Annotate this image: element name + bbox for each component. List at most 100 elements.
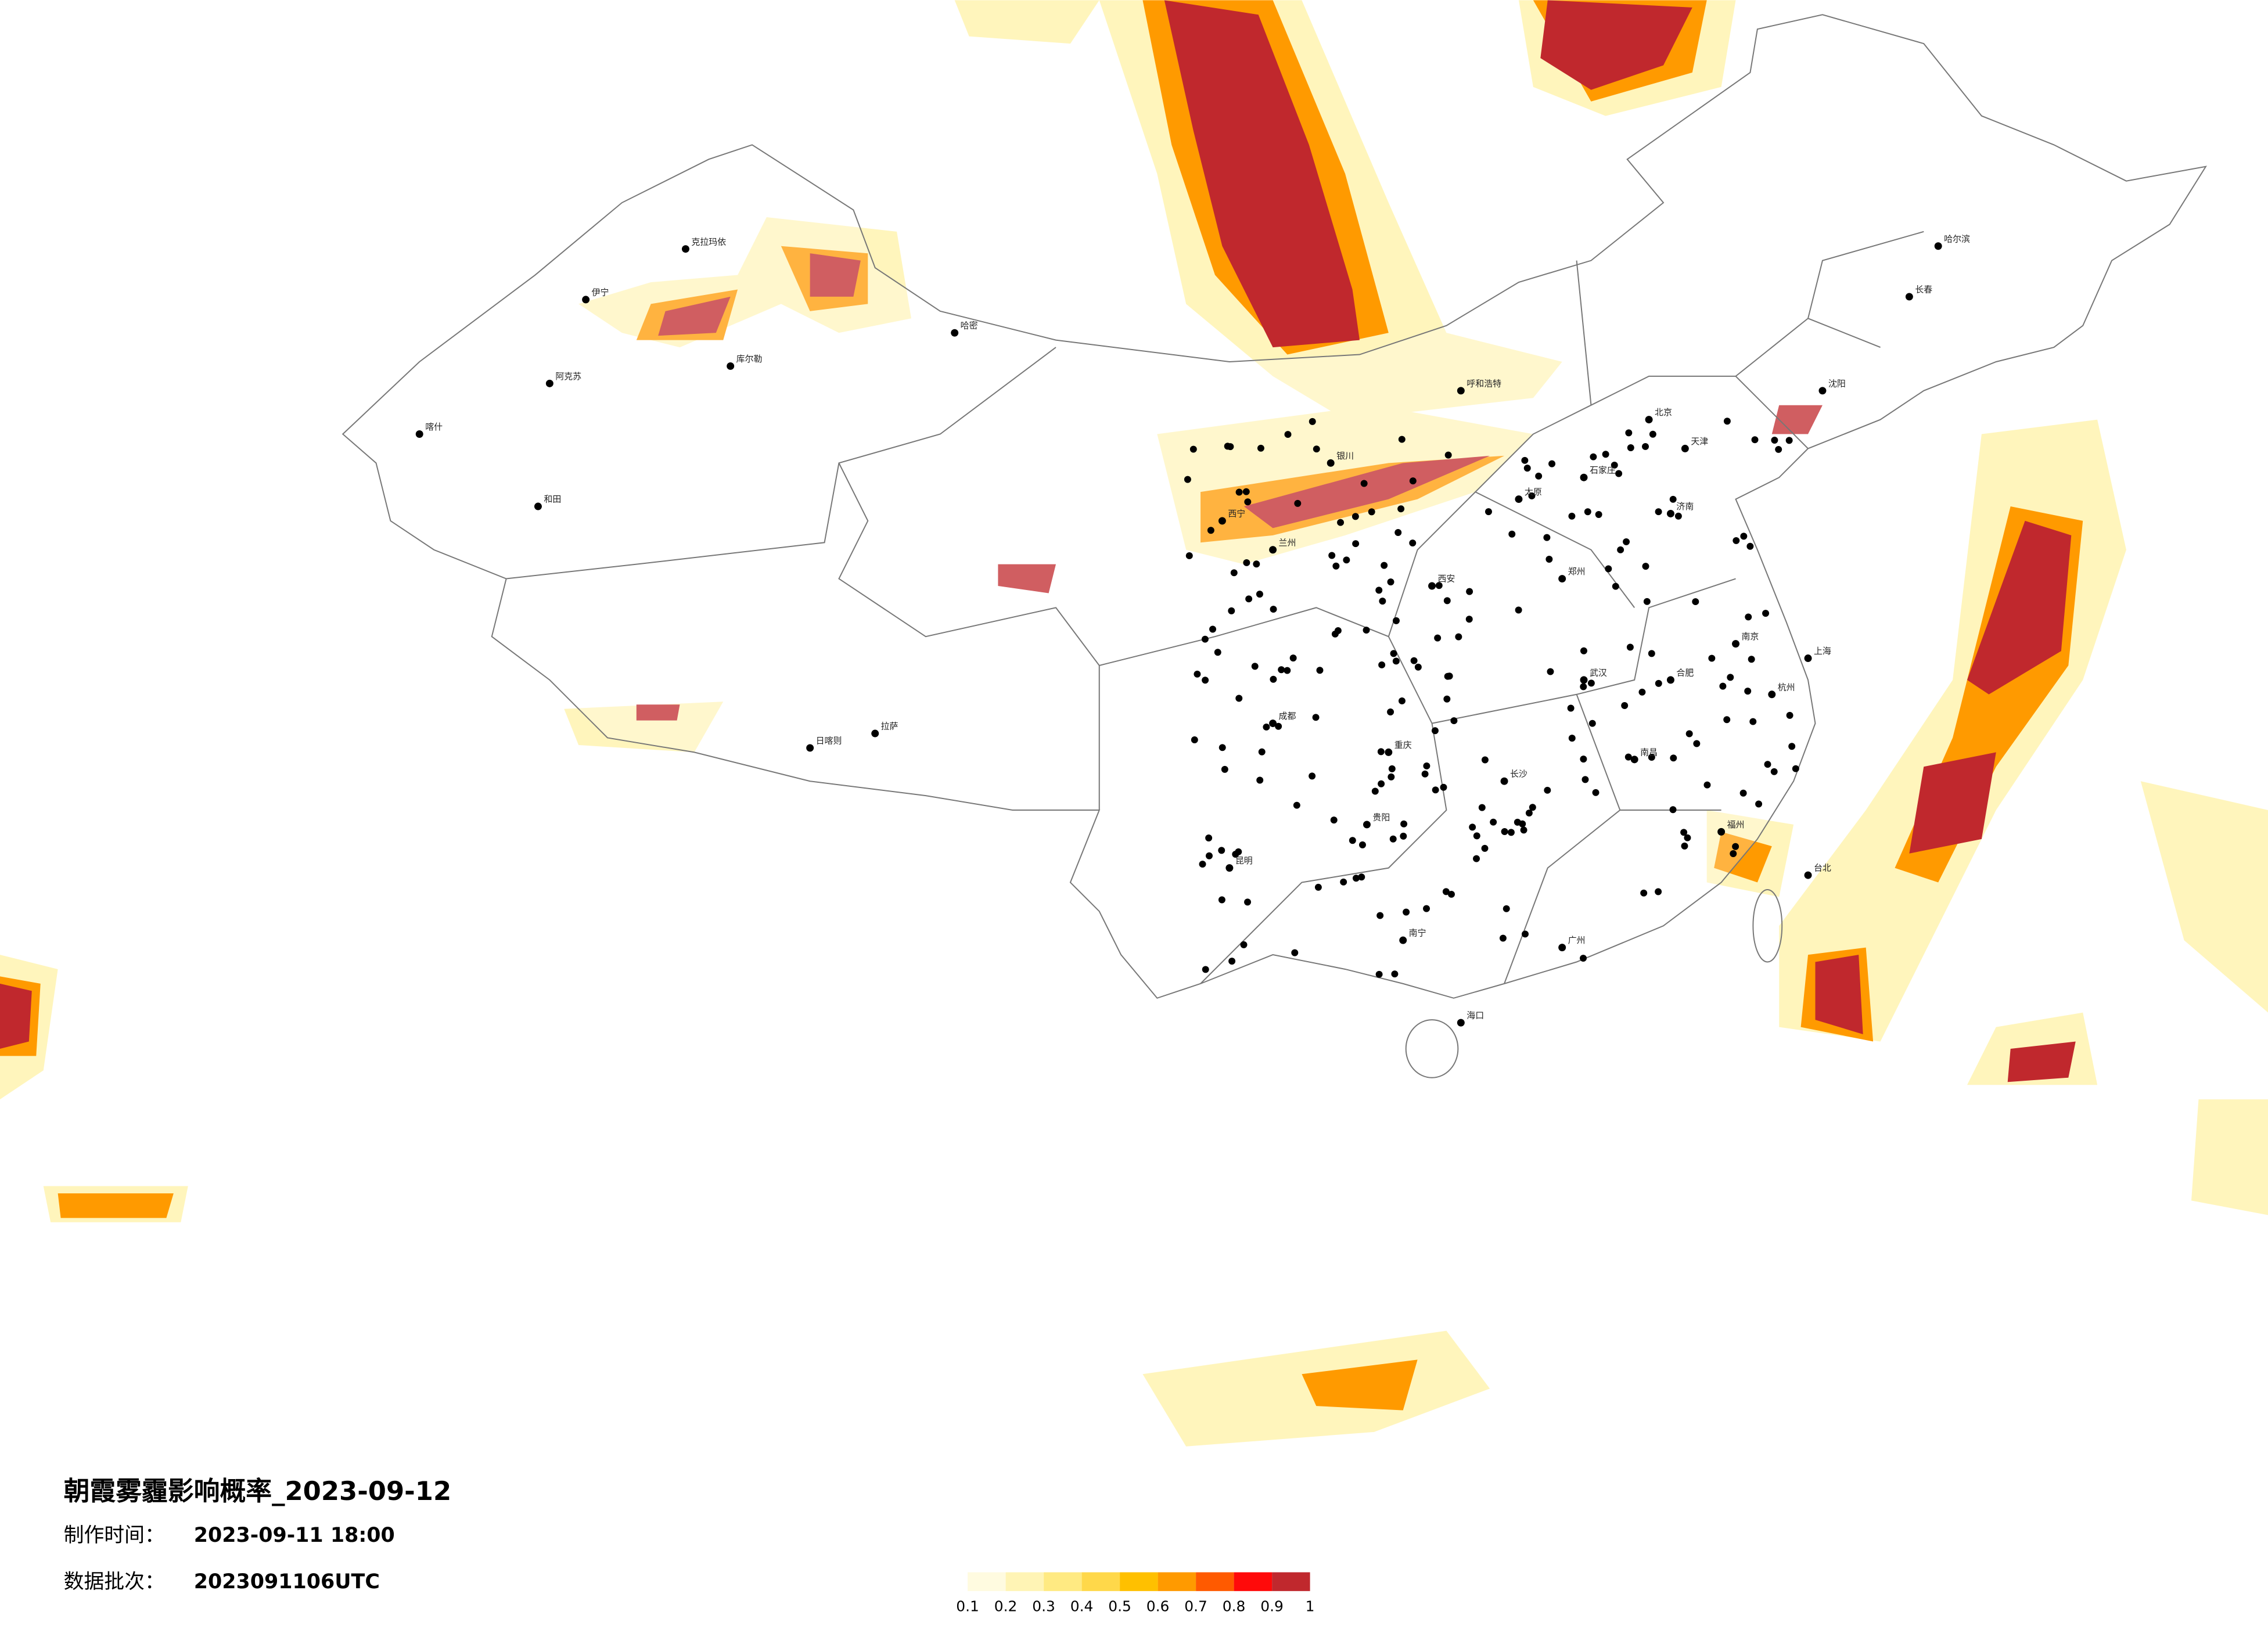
station-dot [1640, 889, 1648, 897]
station-dot [1503, 905, 1510, 912]
station-dot [1744, 688, 1752, 695]
station-dot [1770, 768, 1778, 775]
station-dot [1745, 613, 1752, 621]
city-dot [871, 729, 879, 738]
station-dot [1638, 688, 1646, 696]
station-dot [1444, 451, 1452, 459]
city-label: 天津 [1691, 436, 1708, 447]
station-dot [1478, 804, 1486, 811]
station-dot [1194, 670, 1201, 678]
station-dot [1377, 748, 1385, 756]
station-dot [1221, 765, 1228, 773]
station-dot [1684, 834, 1691, 841]
station-dot [1649, 430, 1656, 438]
city-label: 武汉 [1590, 667, 1607, 678]
station-dot [1627, 444, 1634, 451]
city-label: 福州 [1727, 819, 1745, 830]
map-title: 朝霞雾霾影响概率_2023-09-12 [64, 1476, 452, 1506]
station-dot [1209, 625, 1216, 633]
station-dot [1228, 607, 1235, 614]
city-dot [545, 379, 553, 387]
station-dot [1490, 818, 1497, 826]
station-dot [1499, 934, 1507, 942]
station-dot [1184, 476, 1191, 483]
station-dot [1771, 437, 1778, 444]
station-dot [1191, 736, 1198, 743]
station-dot [1481, 756, 1489, 764]
station-dot [1381, 562, 1388, 569]
info-label: 制作时间： [64, 1524, 165, 1547]
station-dot [1739, 789, 1747, 797]
city-dot [1934, 242, 1942, 250]
city-dot [1580, 676, 1588, 684]
station-dot [1485, 508, 1492, 516]
station-dot [1723, 716, 1731, 724]
legend-tick: 0.6 [1146, 1598, 1170, 1615]
station-dot [1519, 820, 1526, 828]
station-dot [1443, 597, 1451, 605]
station-dot [1228, 958, 1236, 965]
station-dot [1313, 445, 1320, 453]
station-dot [1343, 556, 1350, 564]
station-dot [1205, 834, 1213, 841]
city-dot [806, 744, 814, 752]
station-dot [1403, 908, 1410, 916]
station-dot [1642, 563, 1649, 570]
station-dot [1515, 606, 1522, 614]
station-dot [1455, 633, 1462, 641]
station-dot [1547, 668, 1554, 675]
station-dot [1349, 837, 1356, 844]
station-dot [1378, 780, 1385, 787]
station-dot [1379, 598, 1386, 605]
station-dot [1289, 654, 1297, 662]
station-dot [1548, 460, 1556, 467]
legend-tick: 0.9 [1260, 1598, 1284, 1615]
station-dot [1680, 829, 1688, 836]
station-dot [1507, 829, 1515, 836]
city-dot [1363, 821, 1371, 829]
city-dot [1428, 582, 1436, 590]
station-dot [1431, 727, 1439, 735]
station-dot [1786, 711, 1793, 719]
station-dot [1693, 740, 1701, 747]
station-dot [1788, 743, 1796, 750]
station-dot [1201, 635, 1209, 643]
station-dot [1334, 627, 1342, 634]
station-dot [1421, 770, 1429, 778]
station-dot [1535, 472, 1543, 480]
station-dot [1732, 843, 1739, 850]
city-dot [1681, 444, 1689, 452]
station-dot [1611, 461, 1618, 469]
station-dot [1328, 552, 1336, 559]
station-dot [1751, 436, 1759, 444]
station-dot [1398, 697, 1406, 704]
station-dot [1655, 508, 1662, 516]
station-dot [1414, 663, 1422, 671]
station-dot [1727, 674, 1734, 681]
station-dot [1390, 650, 1397, 657]
station-dot [1465, 616, 1473, 623]
city-label: 沈阳 [1828, 378, 1846, 388]
station-dot [1719, 682, 1727, 690]
city-dot [1768, 690, 1776, 699]
station-dot [1469, 823, 1476, 831]
station-dot [1309, 418, 1316, 425]
city-dot [1457, 387, 1465, 395]
legend-swatch [968, 1572, 1006, 1591]
city-label: 长春 [1915, 284, 1932, 294]
station-dot [1435, 582, 1443, 589]
city-label: 海口 [1467, 1010, 1484, 1021]
city-label: 呼和浩特 [1467, 378, 1501, 388]
station-dot [1730, 850, 1737, 857]
station-dot [1202, 966, 1209, 973]
city-dots [415, 242, 1942, 1027]
station-dot [1602, 451, 1609, 458]
station-dot [1199, 861, 1206, 868]
station-dot [1674, 512, 1682, 520]
station-dot [1567, 704, 1575, 712]
legend-swatch [1272, 1572, 1310, 1591]
station-dot [1410, 657, 1418, 664]
station-dot [1434, 634, 1442, 642]
station-dot [1316, 667, 1324, 674]
